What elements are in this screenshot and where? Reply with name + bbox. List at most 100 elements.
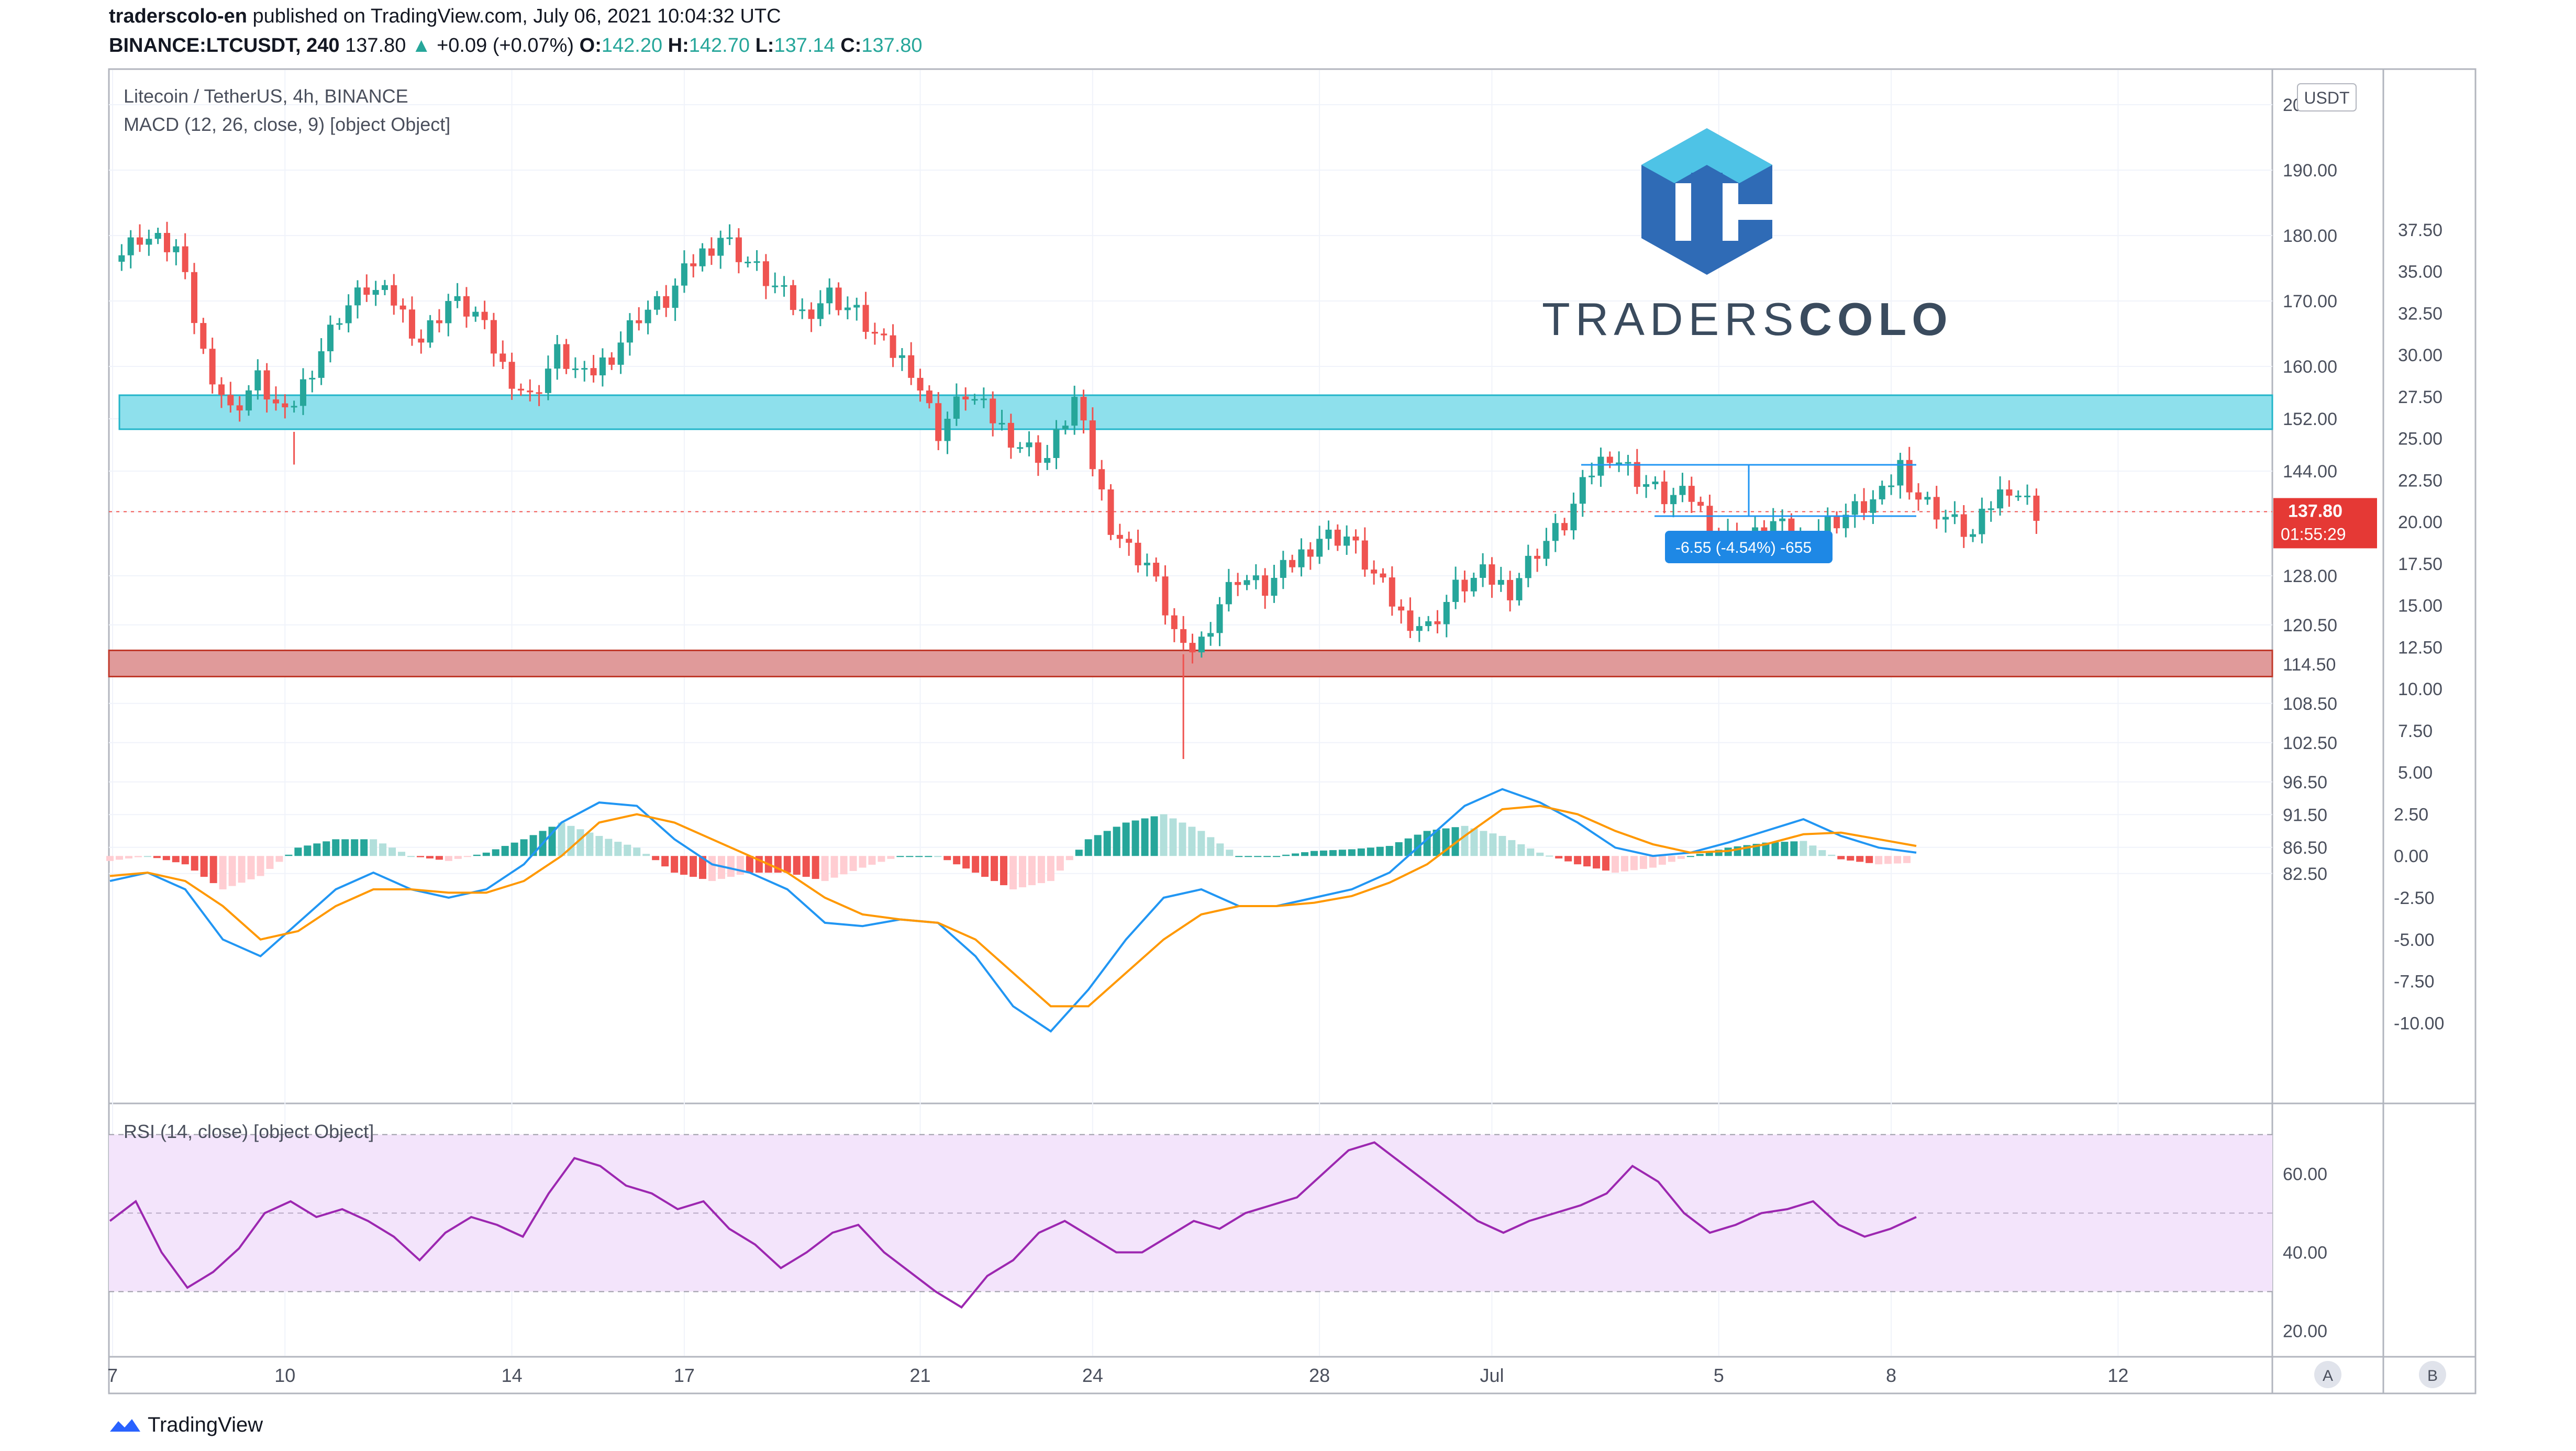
macd-hist-bar (1357, 848, 1365, 856)
candle-body (1616, 462, 1623, 464)
candle-body (1425, 621, 1432, 627)
macd-hist-bar (285, 854, 293, 856)
candle-body (1906, 460, 1913, 493)
candle-body (1352, 537, 1359, 541)
candle-body (363, 287, 370, 295)
candle-body (944, 419, 951, 441)
price-tick-10: 114.50 (2283, 655, 2336, 675)
candle-body (173, 246, 180, 252)
macd-hist-bar (586, 832, 594, 856)
macd-hist-bar (1696, 854, 1704, 856)
macd-legend[interactable]: MACD (12, 26, close, 9) [object Object] (124, 114, 450, 135)
candle-body (681, 263, 687, 286)
macd-hist-bar (247, 856, 255, 879)
macd-tick-upper-7: 20.00 (2398, 512, 2442, 532)
time-tick-8: 5 (1714, 1365, 1724, 1386)
candle-body (890, 335, 896, 358)
macd-hist-bar (1160, 814, 1168, 856)
candle-body (772, 285, 779, 287)
macd-hist-bar (172, 856, 180, 863)
price-tick-8: 128.00 (2283, 566, 2337, 586)
macd-hist-bar (1433, 829, 1440, 856)
macd-hist-bar (426, 856, 434, 859)
open-label: O: (579, 35, 602, 57)
candle-body (745, 262, 751, 263)
candle-body (1171, 615, 1178, 629)
price-tick-11: 108.50 (2283, 694, 2337, 714)
macd-hist-bar (520, 839, 528, 856)
time-axis[interactable]: 7 10 14 17 21 24 28 Jul 5 8 12 (107, 1365, 2128, 1386)
candle-body (227, 395, 234, 406)
footer-brand[interactable]: TradingView (148, 1413, 263, 1436)
price-axis[interactable]: 200.00190.00180.00170.00160.00152.00144.… (2283, 95, 2337, 884)
macd-tick-upper-6: 22.50 (2398, 471, 2442, 490)
candle-body (998, 422, 1005, 425)
candle-body (1135, 542, 1141, 565)
macd-axis[interactable]: 2.50 0.00 -2.50 -5.00 -7.50 -10.00 37.50 35.00 3… (2394, 220, 2444, 1033)
macd-hist-bar (398, 852, 406, 856)
rsi-axis[interactable]: 60.00 40.00 20.00 (2283, 1165, 2327, 1342)
candle-body (263, 370, 270, 400)
candle-body (1942, 517, 1949, 520)
measure-label-bg (1665, 531, 1833, 563)
candle-body (1915, 492, 1922, 500)
candle-body (327, 325, 334, 352)
candle-body (463, 296, 470, 317)
macd-hist-bar (1837, 856, 1845, 860)
candle-body (127, 237, 134, 255)
candle-body (1389, 577, 1395, 607)
candle-body (391, 285, 397, 306)
measure-tool[interactable]: -6.55 (-4.54%) -655 (1581, 464, 1916, 563)
macd-tick-2: -2.50 (2394, 888, 2435, 908)
candle-body (536, 392, 542, 394)
candle-body (1597, 456, 1604, 476)
candle-body (399, 305, 406, 310)
signal-line (109, 805, 1917, 1008)
candle-body (1870, 499, 1877, 513)
macd-hist-bar (1329, 850, 1337, 856)
support-zone[interactable] (108, 650, 2273, 677)
macd-hist-bar (943, 856, 951, 861)
macd-hist-bar (746, 856, 753, 873)
publisher-name[interactable]: traderscolo-en (109, 5, 247, 27)
resistance-zone[interactable] (118, 394, 2273, 430)
macd-hist-bar (191, 856, 198, 871)
price-tick-14: 91.50 (2283, 805, 2327, 825)
macd-hist-bar (1292, 853, 1300, 856)
candle-body (1216, 604, 1223, 633)
macd-hist-bar (661, 856, 669, 867)
macd-hist-bar (238, 856, 246, 883)
candle-body (1987, 508, 1994, 510)
candle-body (672, 285, 679, 308)
candle-body (817, 303, 824, 319)
auto-scale-button[interactable] (2314, 1361, 2341, 1388)
rsi-legend[interactable]: RSI (14, close) [object Object] (124, 1121, 374, 1142)
macd-hist-bar (209, 856, 217, 884)
candle-body (454, 296, 461, 301)
candle-body (926, 390, 932, 404)
macd-hist-bar (332, 839, 340, 856)
candle-body (182, 246, 188, 272)
log-scale-button[interactable] (2419, 1361, 2446, 1388)
macd-histogram (106, 814, 1911, 890)
change-arrow: ▲ (411, 35, 431, 57)
macd-hist-bar (821, 856, 829, 881)
candle-body (1679, 486, 1686, 495)
rsi-tick-0: 60.00 (2283, 1165, 2327, 1185)
low-label: L: (755, 35, 774, 57)
macd-hist-bar (153, 856, 161, 858)
macd-hist-bar (1141, 818, 1149, 856)
macd-hist-bar (1131, 820, 1139, 856)
candle-body (146, 239, 152, 245)
auto-scale-label: A (2323, 1367, 2333, 1385)
currency-badge[interactable] (2297, 83, 2357, 111)
chart-legend-title[interactable]: Litecoin / TetherUS, 4h, BINANCE (124, 85, 408, 107)
macd-hist-bar (925, 856, 932, 857)
candle-body (1470, 577, 1477, 591)
candle-body (527, 390, 534, 393)
candle-body (572, 368, 579, 370)
candle-body (545, 369, 551, 393)
candle-body (191, 272, 197, 323)
candle-body (354, 287, 361, 306)
